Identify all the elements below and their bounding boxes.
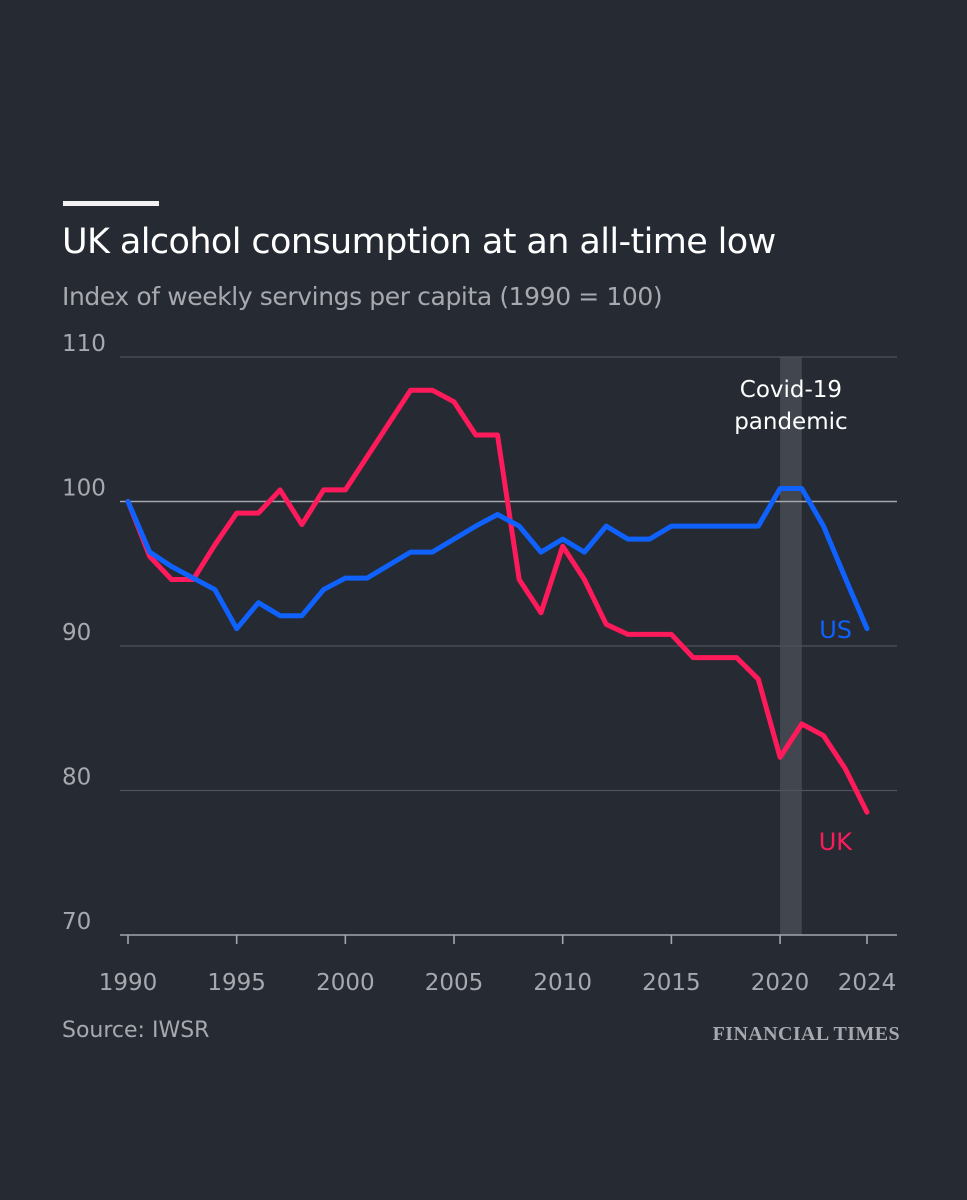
gridline-layer	[120, 356, 897, 792]
series-line-uk	[125, 387, 870, 815]
chart-subtitle: Index of weekly servings per capita (199…	[62, 282, 663, 311]
covid-annotation-label-1: pandemic	[734, 409, 847, 435]
series-line-us	[125, 486, 870, 632]
series-label-us: US	[819, 616, 852, 644]
y-tick-label-110: 110	[62, 331, 106, 357]
x-tick-label-2020: 2020	[751, 970, 810, 996]
covid-annotation-label-0: Covid-19	[740, 377, 842, 403]
series-layer	[125, 387, 870, 815]
x-tick-label-2015: 2015	[642, 970, 701, 996]
axis-layer: 70 80 90 100 110 1990 1995 2000 2005 2010 2015 2020…	[62, 331, 897, 996]
y-tick-label-90: 90	[62, 620, 91, 646]
x-tick-label-2010: 2010	[533, 970, 592, 996]
x-tick-label-1990: 1990	[99, 970, 158, 996]
chart-title: UK alcohol consumption at an all-time lo…	[62, 222, 776, 262]
x-tick-label-2005: 2005	[425, 970, 484, 996]
series-label-uk: UK	[819, 828, 854, 856]
y-tick-label-70: 70	[62, 909, 91, 935]
x-tick-label-1995: 1995	[207, 970, 266, 996]
x-tick-label-2024: 2024	[838, 970, 897, 996]
y-tick-label-80: 80	[62, 765, 91, 791]
publisher-logo: FINANCIAL TIMES	[712, 1023, 900, 1045]
source-note: Source: IWSR	[62, 1018, 210, 1043]
y-tick-label-100: 100	[62, 476, 106, 502]
label-layer: Covid-19 pandemic UK US	[734, 377, 853, 856]
title-accent-bar	[63, 201, 159, 206]
x-tick-label-2000: 2000	[316, 970, 375, 996]
